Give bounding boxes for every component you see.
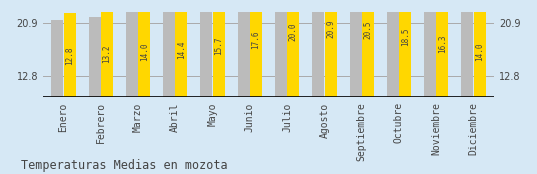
Bar [287,0,299,97]
Text: 18.5: 18.5 [401,27,410,46]
Bar [52,20,63,97]
Bar [238,0,250,97]
Bar [424,0,436,97]
Text: 17.6: 17.6 [251,30,260,49]
Bar [250,0,262,97]
Bar [163,10,175,97]
Text: 16.3: 16.3 [438,35,447,53]
Bar [176,3,187,97]
Bar [89,17,100,97]
Bar [399,0,411,97]
Text: 12.8: 12.8 [65,46,74,65]
Text: 14.0: 14.0 [475,42,484,61]
Bar [126,12,138,97]
Bar [461,12,473,97]
Bar [362,0,374,97]
Text: 20.5: 20.5 [364,21,372,39]
Bar [350,0,361,97]
Text: 14.0: 14.0 [140,42,149,61]
Text: 20.9: 20.9 [326,20,335,38]
Bar [213,0,224,97]
Text: 20.0: 20.0 [289,23,298,41]
Bar [313,0,324,97]
Text: 13.2: 13.2 [103,45,111,63]
Bar [387,0,399,97]
Text: 14.4: 14.4 [177,41,186,60]
Text: 15.7: 15.7 [214,37,223,55]
Bar [101,11,113,97]
Bar [200,1,213,97]
Bar [64,14,76,97]
Bar [275,0,287,97]
Bar [324,0,337,97]
Text: Temperaturas Medias en mozota: Temperaturas Medias en mozota [21,159,228,172]
Bar [437,0,448,97]
Bar [138,6,150,97]
Bar [474,6,485,97]
